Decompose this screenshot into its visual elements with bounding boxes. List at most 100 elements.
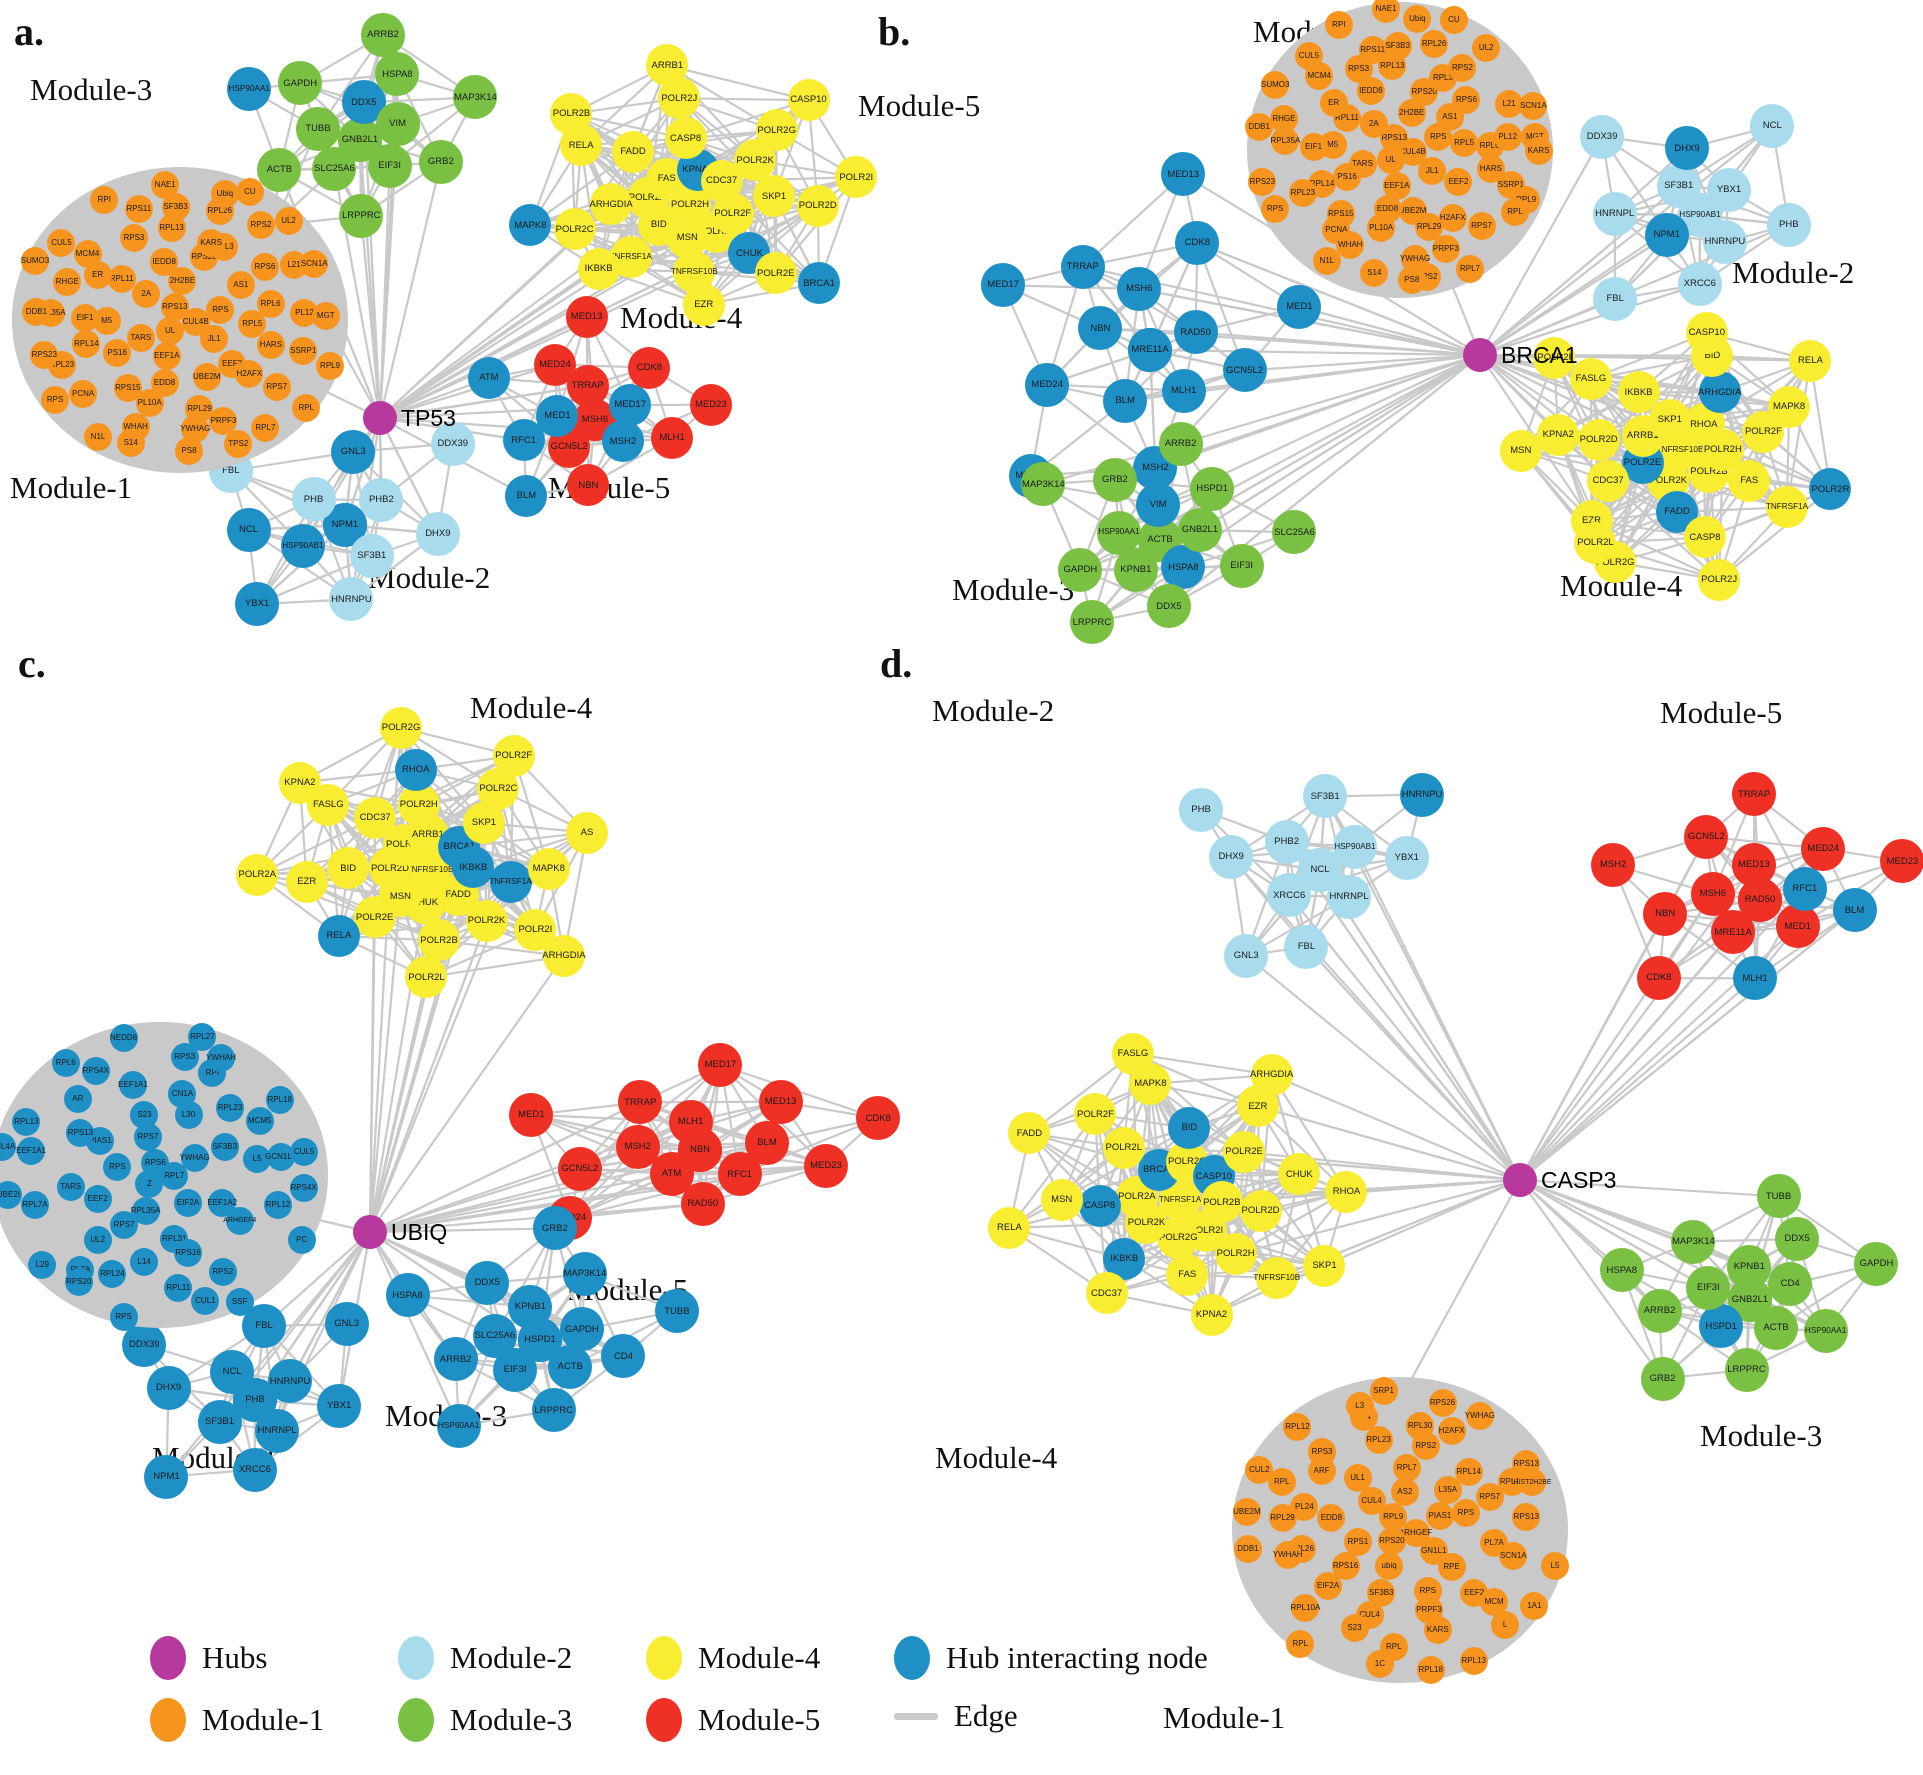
network-node[interactable]: SLC25A6 bbox=[1272, 510, 1317, 555]
network-node[interactable]: DDX5 bbox=[465, 1260, 510, 1305]
network-node[interactable]: CDK8 bbox=[628, 346, 671, 389]
module1-node[interactable]: L3 bbox=[1345, 1392, 1374, 1421]
network-node[interactable]: MED23 bbox=[803, 1143, 848, 1188]
network-node[interactable]: KPNA2 bbox=[278, 761, 321, 804]
network-node[interactable]: VIM bbox=[1136, 482, 1181, 527]
module1-node[interactable]: 2A bbox=[1359, 110, 1388, 139]
network-node[interactable]: MED17 bbox=[698, 1043, 743, 1088]
module1-node[interactable]: Ubiq bbox=[210, 179, 239, 208]
module1-node[interactable]: SUMO3 bbox=[21, 246, 49, 275]
network-node[interactable]: MED13 bbox=[1731, 843, 1776, 888]
module1-node[interactable]: PL12 bbox=[1493, 122, 1522, 151]
network-node[interactable]: TNFRSF1A bbox=[490, 860, 532, 903]
module1-node[interactable]: CU bbox=[1439, 6, 1468, 35]
network-node[interactable]: POLR2L bbox=[1102, 1126, 1145, 1169]
module1-node[interactable]: RPL18 bbox=[265, 1086, 294, 1115]
network-node[interactable]: KPNA2 bbox=[1190, 1293, 1233, 1336]
module1-node[interactable]: S23 bbox=[1340, 1613, 1369, 1642]
network-node[interactable]: POLR2C bbox=[553, 208, 596, 251]
network-node[interactable]: BLM bbox=[1832, 888, 1877, 933]
network-node[interactable]: POLR2E bbox=[1223, 1131, 1266, 1174]
network-node[interactable]: MED24 bbox=[533, 343, 576, 386]
network-node[interactable]: FASLG bbox=[1569, 358, 1612, 401]
network-node[interactable]: POLR2I bbox=[835, 156, 878, 199]
network-node[interactable]: MRE11A bbox=[1711, 910, 1756, 955]
network-node[interactable]: SKP1 bbox=[753, 175, 796, 218]
module1-node[interactable]: UL2 bbox=[83, 1226, 112, 1255]
network-node[interactable]: GAPDH bbox=[1854, 1241, 1899, 1286]
network-node[interactable]: DHX9 bbox=[1665, 126, 1710, 171]
network-node[interactable]: NPM1 bbox=[1644, 213, 1689, 258]
network-node[interactable]: RELA bbox=[1789, 339, 1832, 382]
network-node[interactable]: RELA bbox=[317, 914, 360, 957]
network-node[interactable]: FAS bbox=[1728, 459, 1771, 502]
network-node[interactable]: POLR2I bbox=[1533, 337, 1576, 380]
network-node[interactable]: DHX9 bbox=[415, 511, 460, 556]
hub-node[interactable]: UBIQ bbox=[353, 1215, 447, 1249]
module1-node[interactable]: KARS bbox=[1524, 136, 1553, 165]
module1-node[interactable]: RPS11 bbox=[124, 194, 153, 223]
module1-node[interactable]: YWHAH bbox=[206, 1043, 236, 1072]
network-node[interactable]: TUBB bbox=[1756, 1174, 1801, 1219]
network-node[interactable]: BLM bbox=[745, 1120, 789, 1165]
network-node[interactable]: MLH1 bbox=[651, 417, 694, 460]
module1-node[interactable]: Ubiq bbox=[1403, 4, 1432, 33]
network-node[interactable]: MED13 bbox=[1161, 152, 1206, 197]
module1-node[interactable]: S14 bbox=[116, 428, 145, 457]
module1-node[interactable]: RPL bbox=[292, 394, 321, 423]
module1-node[interactable]: TPS2 bbox=[224, 429, 253, 458]
module1-node[interactable]: RPL7A bbox=[20, 1190, 49, 1219]
module1-node[interactable]: SF3B3 bbox=[210, 1133, 239, 1162]
network-node[interactable]: FBL bbox=[1284, 924, 1329, 969]
network-node[interactable]: NCL bbox=[226, 507, 271, 552]
network-node[interactable]: RFC1 bbox=[1782, 866, 1827, 911]
module1-node[interactable]: RPS23 bbox=[1248, 167, 1277, 196]
network-node[interactable]: ACTB bbox=[548, 1344, 593, 1389]
module1-node[interactable]: YWHAG bbox=[1465, 1401, 1495, 1430]
network-node[interactable]: HSPA8 bbox=[1599, 1248, 1644, 1293]
network-node[interactable]: IKBKB bbox=[577, 247, 620, 290]
module1-node[interactable]: RPS3 bbox=[1308, 1437, 1337, 1466]
network-node[interactable]: PHB2 bbox=[1264, 819, 1309, 864]
network-node[interactable]: KPNA2 bbox=[1537, 413, 1580, 456]
network-node[interactable]: MED13 bbox=[758, 1079, 803, 1124]
network-node[interactable]: RELA bbox=[988, 1206, 1031, 1249]
network-node[interactable]: CDK8 bbox=[856, 1096, 901, 1141]
network-node[interactable]: MED24 bbox=[1025, 362, 1070, 407]
network-node[interactable]: DHX9 bbox=[1209, 835, 1254, 880]
network-node[interactable]: GNL3 bbox=[331, 429, 376, 474]
module1-node[interactable]: CUL4 bbox=[1357, 1487, 1386, 1516]
network-node[interactable]: HNRNPU bbox=[329, 577, 374, 622]
network-node[interactable]: DDX5 bbox=[1146, 584, 1191, 629]
network-node[interactable]: MSH2 bbox=[1591, 842, 1636, 887]
module1-node[interactable]: DDB1 bbox=[1233, 1534, 1262, 1563]
network-node[interactable]: GCN5L2 bbox=[1684, 814, 1729, 859]
network-node[interactable]: PHB2 bbox=[359, 477, 404, 522]
module1-node[interactable]: ubiq bbox=[1375, 1552, 1404, 1581]
module1-node[interactable]: RPS6 bbox=[141, 1148, 170, 1177]
network-node[interactable]: HSP90AA1 bbox=[1803, 1309, 1848, 1354]
module1-node[interactable]: RPS2 bbox=[246, 210, 275, 239]
network-node[interactable]: PHB bbox=[1766, 202, 1811, 247]
network-node[interactable]: YBX1 bbox=[317, 1384, 362, 1429]
network-node[interactable]: TNFRSF1A bbox=[1766, 486, 1808, 529]
network-node[interactable]: LRPPRC bbox=[339, 194, 384, 239]
network-node[interactable]: MAP3K14 bbox=[562, 1252, 607, 1297]
network-node[interactable]: POLR2D bbox=[1577, 418, 1620, 461]
network-node[interactable]: CHUK bbox=[1278, 1153, 1321, 1196]
network-node[interactable]: POLR2B bbox=[1200, 1181, 1243, 1224]
module1-node[interactable]: RPS2 bbox=[1448, 53, 1477, 82]
network-node[interactable]: FADD bbox=[612, 130, 655, 173]
network-node[interactable]: HSPA8 bbox=[385, 1273, 430, 1318]
network-node[interactable]: KPNB1 bbox=[1113, 548, 1158, 593]
hub-node[interactable]: TP53 bbox=[363, 401, 456, 435]
module1-node[interactable]: RPS6 bbox=[1452, 85, 1481, 114]
network-node[interactable]: HNRNPL bbox=[255, 1409, 300, 1454]
network-node[interactable]: MAP3K14 bbox=[453, 75, 498, 120]
network-node[interactable]: TUBB bbox=[654, 1289, 699, 1334]
network-node[interactable]: MSH6 bbox=[1690, 871, 1735, 916]
network-node[interactable]: CASP8 bbox=[664, 117, 707, 160]
module1-node[interactable]: RPL13 bbox=[1459, 1646, 1488, 1675]
network-node[interactable]: XRCC6 bbox=[232, 1447, 277, 1492]
network-node[interactable]: NPM1 bbox=[144, 1454, 189, 1499]
